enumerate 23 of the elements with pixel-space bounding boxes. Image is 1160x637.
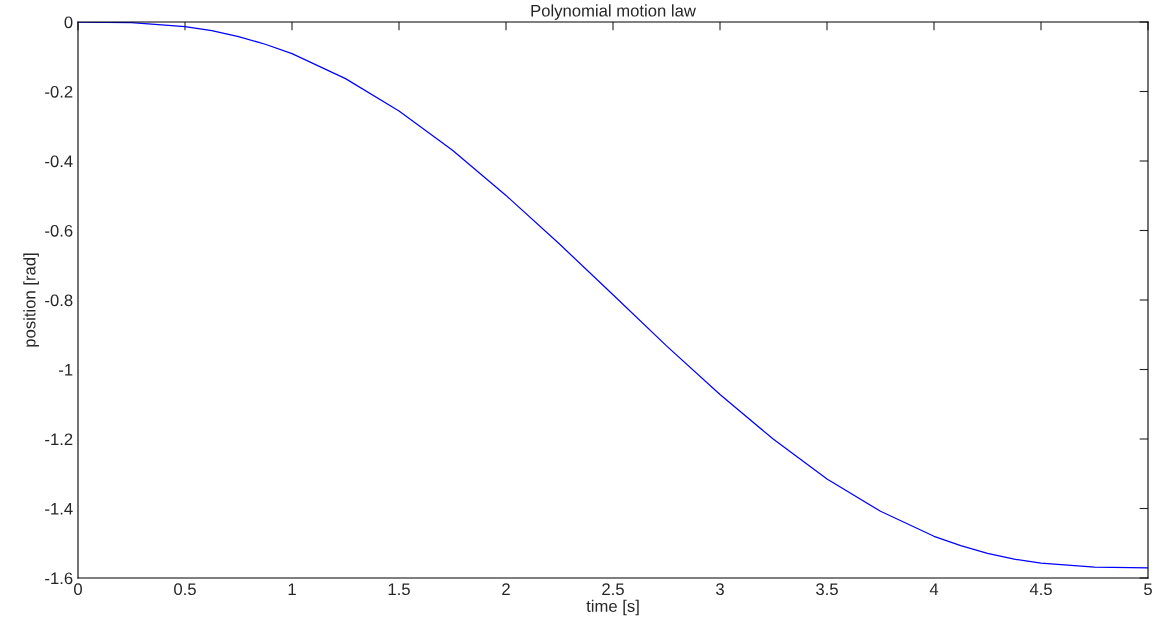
x-tick-label: 2: [502, 583, 510, 595]
y-tick-label: 0: [64, 16, 73, 29]
x-tick-label: 3: [716, 583, 724, 596]
y-tick-label: -1: [59, 364, 73, 376]
x-tick-label: 1: [288, 583, 296, 595]
y-tick-label: -0.4: [45, 155, 73, 168]
y-tick-label: -0.6: [45, 224, 73, 237]
x-tick-label: 3.5: [816, 583, 838, 596]
x-tick-label: 4.5: [1029, 583, 1052, 596]
y-tick-label: -1.6: [45, 572, 73, 585]
x-tick-label: 4: [929, 583, 939, 595]
y-tick-label: -1.4: [45, 503, 73, 515]
chart-title: Polynomial motion law: [531, 4, 696, 20]
x-tick-label: 0.5: [174, 583, 196, 596]
x-tick-label: 5: [1144, 583, 1152, 596]
x-tick-label: 0: [74, 583, 82, 596]
y-tick-label: -0.8: [45, 294, 73, 307]
y-axis-title: position [rad]: [23, 253, 39, 347]
y-tick-label: -0.2: [45, 85, 73, 98]
x-tick-label: 2.5: [602, 583, 624, 596]
x-axis-title: time [s]: [586, 599, 639, 616]
x-tick-label: 1.5: [388, 583, 410, 596]
y-tick-label: -1.2: [45, 433, 73, 446]
